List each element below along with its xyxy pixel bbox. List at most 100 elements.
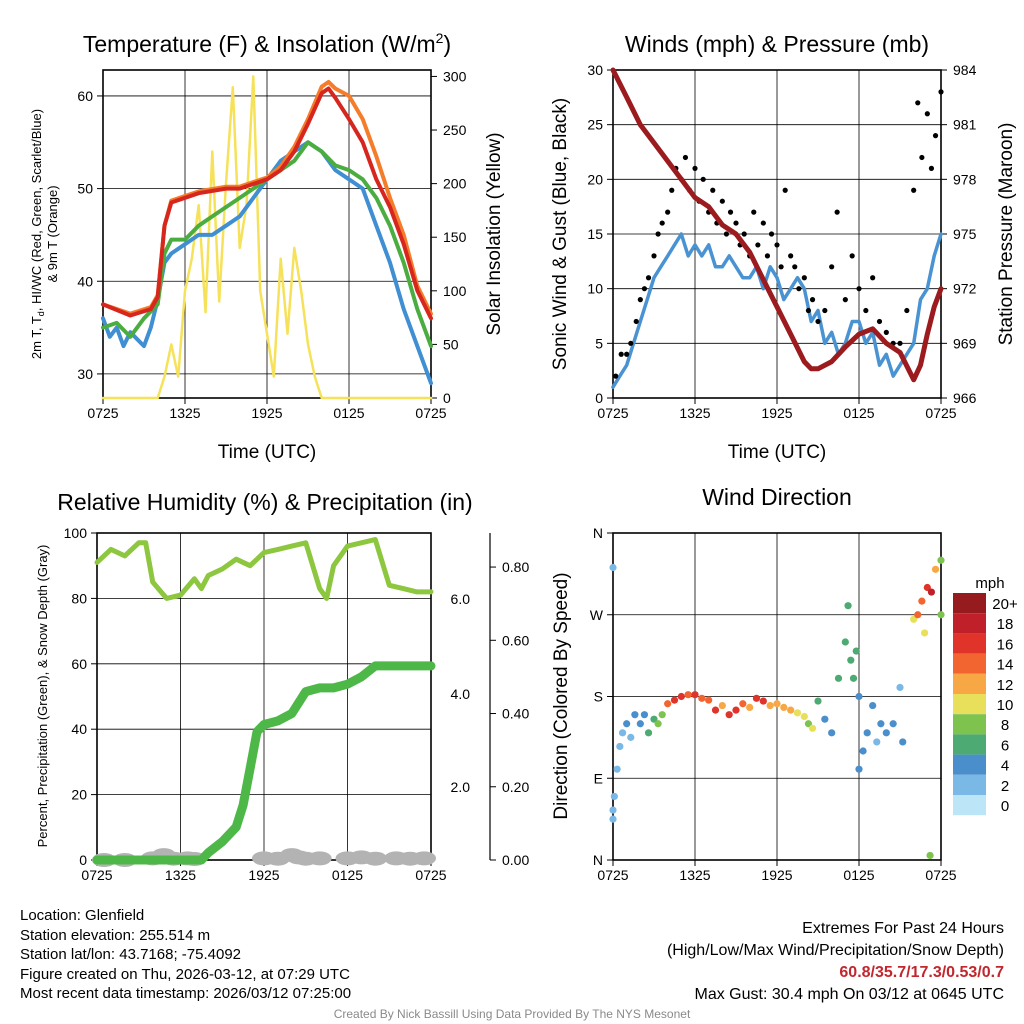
legend-label: 14 <box>997 657 1014 674</box>
panel1-ytick-label: 30 <box>77 366 93 382</box>
gust-point <box>741 231 747 237</box>
gust-point <box>655 231 661 237</box>
wind-direction-point <box>684 691 692 699</box>
wind-direction-point <box>927 588 936 596</box>
latlon-text: Station lat/lon: 43.7168; -75.4092 <box>20 946 242 963</box>
wind-direction-point <box>618 729 627 737</box>
panel4-xtick-label: 0125 <box>843 867 874 883</box>
gust-point <box>665 209 671 215</box>
created-text: Figure created on Thu, 2026-03-12, at 07… <box>20 965 350 983</box>
gust-point <box>924 111 930 117</box>
panel2-xtick-label: 0725 <box>925 405 956 421</box>
panel4-xtick-label: 0725 <box>925 867 956 883</box>
panel2-ytick-label: 15 <box>587 226 603 242</box>
gust-point <box>938 89 944 95</box>
wind-direction-point <box>613 765 621 773</box>
legend-label: 4 <box>1001 758 1009 775</box>
wind-direction-point <box>793 709 802 717</box>
gust-point <box>628 340 634 346</box>
wind-direction-point <box>914 611 922 619</box>
gust-point <box>692 165 698 171</box>
panel3-ytick-label: 20 <box>71 787 87 803</box>
panel1-ytick-label: 50 <box>77 181 93 197</box>
gust-point <box>768 231 775 237</box>
chart-marks-layer: 0725 1325 1925 0125 072530405060050100150200… <box>64 62 1018 883</box>
panel4-xtick-label: 0725 <box>597 867 628 883</box>
temp-y2-tick-label: 250 <box>443 122 467 138</box>
wind-y2-tick-label: 978 <box>953 171 977 187</box>
legend-label: 12 <box>997 677 1014 694</box>
elevation-text: Station elevation: 255.514 m <box>20 926 211 944</box>
legend-label: 6 <box>1001 737 1009 754</box>
wind-direction-point <box>882 729 890 737</box>
panel3-xtick-label: 0725 <box>81 867 112 883</box>
wind-direction-point <box>937 556 945 564</box>
wind-direction-point <box>841 638 849 646</box>
wind-direction-point <box>718 701 726 710</box>
gust-point <box>842 297 848 303</box>
rh-panel-title: Relative Humidity (%) & Precipitation (i… <box>57 489 472 515</box>
wind-direction-point <box>658 711 666 719</box>
panel3-xtick-label: 0725 <box>415 867 446 883</box>
wind-panel-title: Winds (mph) & Pressure (mb) <box>625 31 929 57</box>
panel2-ytick-label: 5 <box>595 335 603 351</box>
wind-direction-point <box>814 697 822 705</box>
precip-series <box>92 661 436 865</box>
wind-direction-point <box>759 697 767 705</box>
panel3-xtick-label: 1325 <box>165 867 196 883</box>
temp-xlabel: Time (UTC) <box>218 442 317 463</box>
wind-direction-point <box>855 692 863 701</box>
panel4-xtick-label: 1325 <box>679 867 710 883</box>
panel3-ytick-label: 100 <box>64 525 88 541</box>
wind-y2-tick-label: 969 <box>953 335 977 351</box>
temp-ylabel-line1: 2m T, Td, HI/WC (Red, Green, Scarlet/Blu… <box>29 109 46 359</box>
legend-label: 2 <box>1001 778 1009 795</box>
panel2-xtick-label: 1925 <box>761 405 792 421</box>
wind-y2label: Station Pressure (Maroon) <box>996 123 1017 346</box>
legend-title: mph <box>975 575 1004 592</box>
wind-direction-point <box>691 691 699 699</box>
temp-series-hi-wc <box>101 140 433 386</box>
panel1-xtick-label: 0125 <box>333 405 364 421</box>
wind-direction-point <box>766 701 774 710</box>
panel3-ytick-label: 80 <box>71 590 87 606</box>
gust-point <box>805 307 812 314</box>
temp-y2-tick-label: 50 <box>443 336 459 352</box>
wind-direction-point <box>732 706 740 714</box>
panel1-xtick-label: 1325 <box>169 405 200 421</box>
gust-point <box>760 220 766 226</box>
gust-point <box>904 307 910 314</box>
precip-y2-tick-label: 0.40 <box>502 706 529 722</box>
wind-direction-point <box>844 602 852 610</box>
wind-direction-point <box>780 703 788 712</box>
panel1-ytick-label: 60 <box>77 88 93 104</box>
panel3-xtick-label: 1925 <box>248 867 279 883</box>
snow-depth-point <box>363 851 388 866</box>
panel2-ytick-label: 25 <box>587 117 603 133</box>
wind-y2-tick-label: 984 <box>953 62 977 78</box>
wind-direction-point <box>711 706 720 714</box>
panel2-ytick-label: 30 <box>587 62 603 78</box>
extremes-subtitle: (High/Low/Max Wind/Precipitation/Snow De… <box>666 942 1004 959</box>
gust-point <box>809 297 816 303</box>
wind-direction-point <box>644 729 653 737</box>
temp-series-solar <box>101 75 433 400</box>
pressure-series <box>610 67 944 383</box>
wind-direction-point <box>889 720 897 728</box>
wind-direction-point <box>627 733 635 741</box>
wind-direction-point <box>752 694 761 702</box>
gust-point <box>700 176 706 182</box>
legend-label: 18 <box>997 616 1014 633</box>
legend-label: 16 <box>997 636 1014 653</box>
legend-swatch <box>953 754 986 775</box>
recent-data-text: Most recent data timestamp: 2026/03/12 0… <box>20 985 352 1002</box>
gust-point <box>897 340 903 346</box>
panel3-ytick-label: 60 <box>71 656 87 672</box>
gust-point <box>774 242 780 248</box>
temp-title-main: Temperature (F) & Insolation (W/m <box>83 31 436 57</box>
wind-direction-point <box>677 692 685 701</box>
wind-direction-point <box>849 674 858 682</box>
panel2-ytick-label: 10 <box>587 281 603 297</box>
legend-swatch <box>953 673 986 694</box>
wind-direction-point <box>800 712 808 721</box>
